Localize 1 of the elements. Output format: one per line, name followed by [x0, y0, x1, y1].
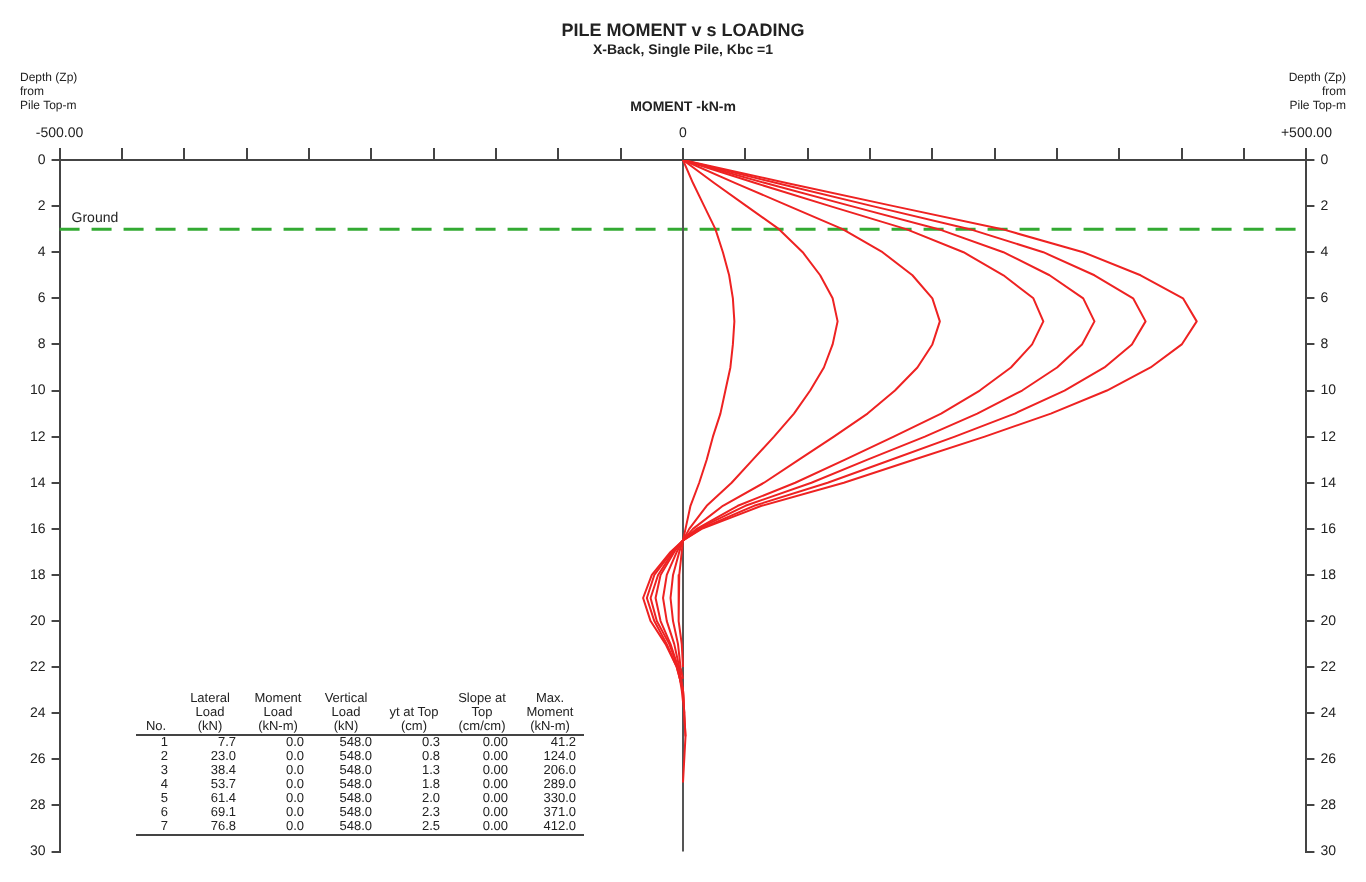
chart-title: PILE MOMENT v s LOADING — [561, 19, 805, 40]
